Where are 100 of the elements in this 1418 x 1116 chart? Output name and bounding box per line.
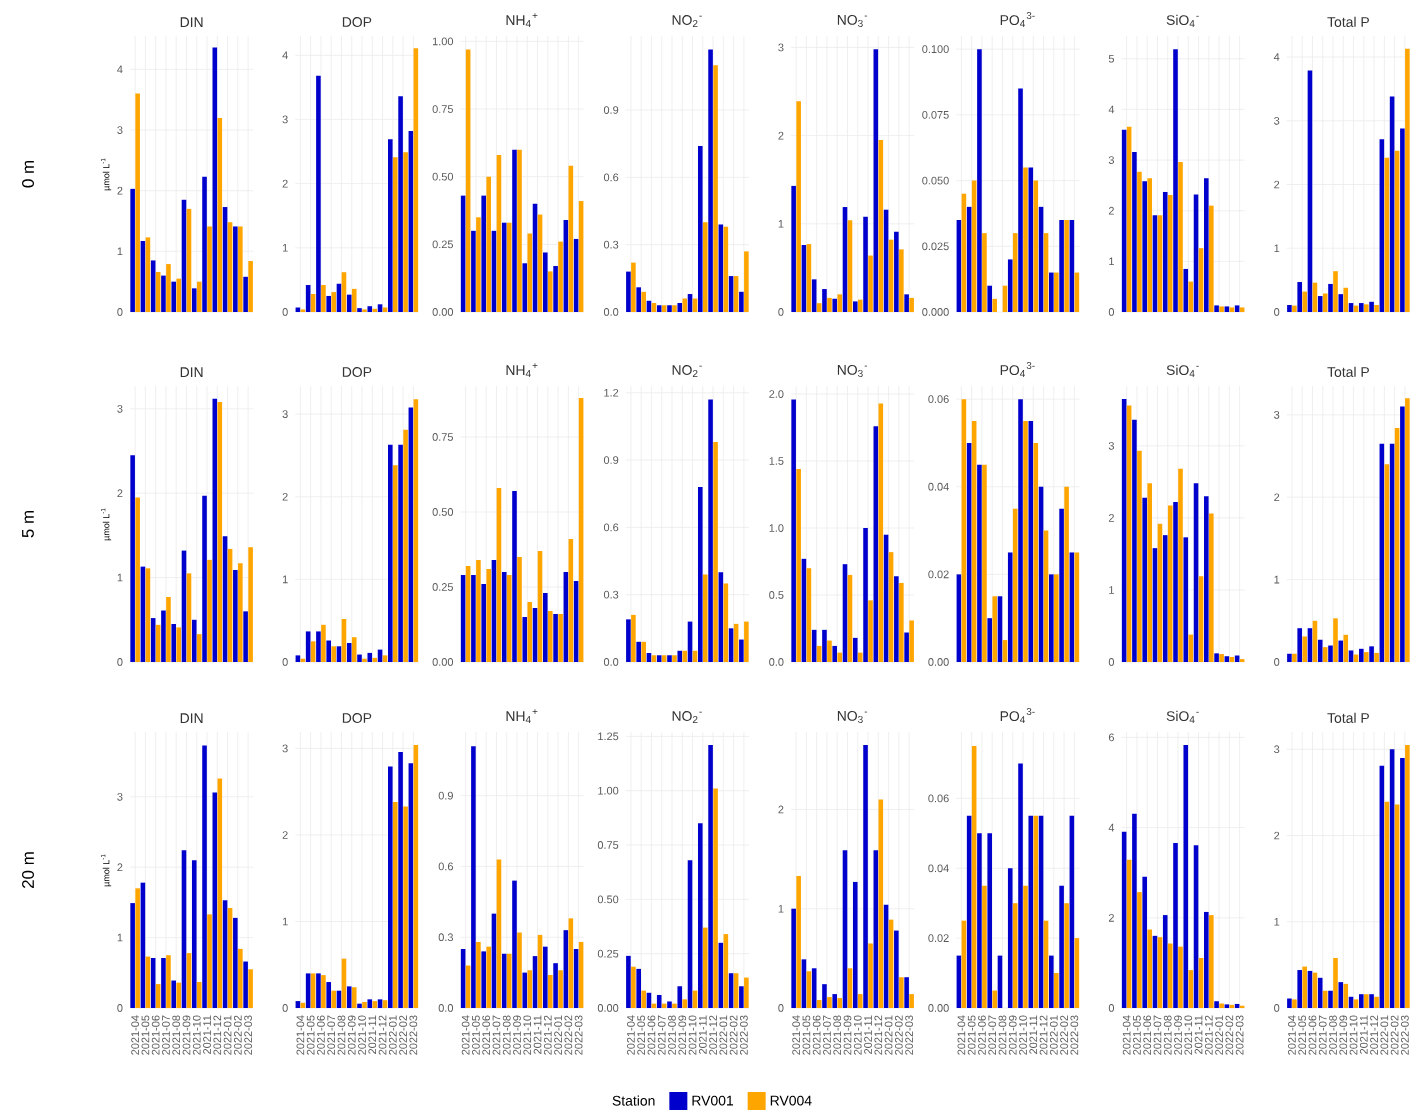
bar [857, 299, 863, 312]
bar [863, 528, 868, 662]
bar [626, 271, 631, 312]
bar [636, 968, 641, 1008]
bar [672, 655, 677, 662]
bar [1132, 813, 1137, 1008]
bar [1064, 903, 1069, 1008]
bar [1167, 505, 1173, 662]
bar [904, 977, 909, 1008]
bar [1297, 628, 1302, 662]
bar [398, 444, 403, 662]
bar [1297, 282, 1302, 312]
bar [909, 297, 914, 312]
bar [702, 574, 708, 662]
bar [977, 464, 982, 662]
bar [238, 226, 243, 312]
bar [1364, 304, 1369, 312]
bar [909, 620, 914, 662]
bar [135, 888, 140, 1008]
bar [1033, 180, 1039, 312]
bar [982, 464, 987, 662]
bar [1183, 745, 1189, 1008]
bar [486, 568, 491, 662]
bar [894, 231, 899, 312]
bar [346, 294, 352, 312]
bar [217, 778, 223, 1008]
bar [233, 569, 238, 662]
bar [548, 271, 553, 312]
bar [1059, 885, 1064, 1008]
bar [351, 637, 357, 662]
bar [1173, 842, 1178, 1008]
bar [1028, 815, 1034, 1008]
bar [1147, 929, 1152, 1008]
bar [321, 624, 326, 662]
bar [481, 583, 486, 662]
bar [739, 986, 744, 1008]
bar [791, 399, 796, 662]
bar [191, 619, 197, 662]
bar [682, 298, 688, 312]
bar [713, 788, 718, 1008]
bar [904, 632, 909, 662]
bar [471, 746, 476, 1008]
bar [631, 966, 636, 1008]
bar [1374, 304, 1379, 312]
bar [1322, 647, 1328, 662]
bar [1178, 468, 1183, 662]
bar [403, 152, 408, 312]
bar [1359, 303, 1364, 312]
bar [517, 149, 522, 312]
bar [852, 301, 858, 312]
bar [1209, 205, 1214, 312]
bar [894, 930, 899, 1008]
bar [1018, 399, 1023, 662]
bar [1333, 271, 1338, 312]
bar [992, 298, 997, 312]
bar [367, 652, 373, 662]
bar [1322, 990, 1328, 1008]
bar [398, 96, 403, 312]
bar [1374, 996, 1379, 1008]
bar [1183, 268, 1189, 312]
bar [166, 955, 171, 1008]
bar [346, 986, 352, 1008]
bar [1292, 653, 1297, 662]
bar [1167, 195, 1173, 312]
bar [852, 881, 858, 1008]
bar [522, 616, 528, 662]
bar [702, 222, 708, 312]
bar [248, 547, 253, 662]
bar [506, 574, 512, 662]
bar [677, 303, 683, 312]
bar [1209, 915, 1214, 1008]
bar [1359, 648, 1364, 662]
bar [661, 655, 667, 662]
bar [827, 997, 832, 1008]
bar [1369, 646, 1374, 662]
bar [202, 495, 207, 662]
bar [868, 943, 873, 1008]
bar [1328, 283, 1333, 312]
bar [202, 176, 207, 312]
bar [977, 49, 982, 312]
bar [832, 645, 838, 662]
bar [512, 491, 517, 662]
bar [1188, 634, 1194, 662]
bar [744, 977, 749, 1008]
bar [295, 655, 301, 662]
bar [1287, 304, 1292, 312]
bar [501, 953, 507, 1008]
bar [351, 288, 357, 312]
bar [233, 917, 238, 1008]
bar [207, 559, 212, 662]
bar [739, 639, 744, 662]
bar [243, 961, 248, 1008]
bar [543, 946, 548, 1008]
bar [626, 619, 631, 662]
bar [326, 640, 331, 662]
bar [316, 631, 321, 662]
bar [857, 994, 863, 1008]
bar [713, 65, 718, 312]
bar [377, 999, 383, 1008]
bar [1317, 977, 1323, 1008]
